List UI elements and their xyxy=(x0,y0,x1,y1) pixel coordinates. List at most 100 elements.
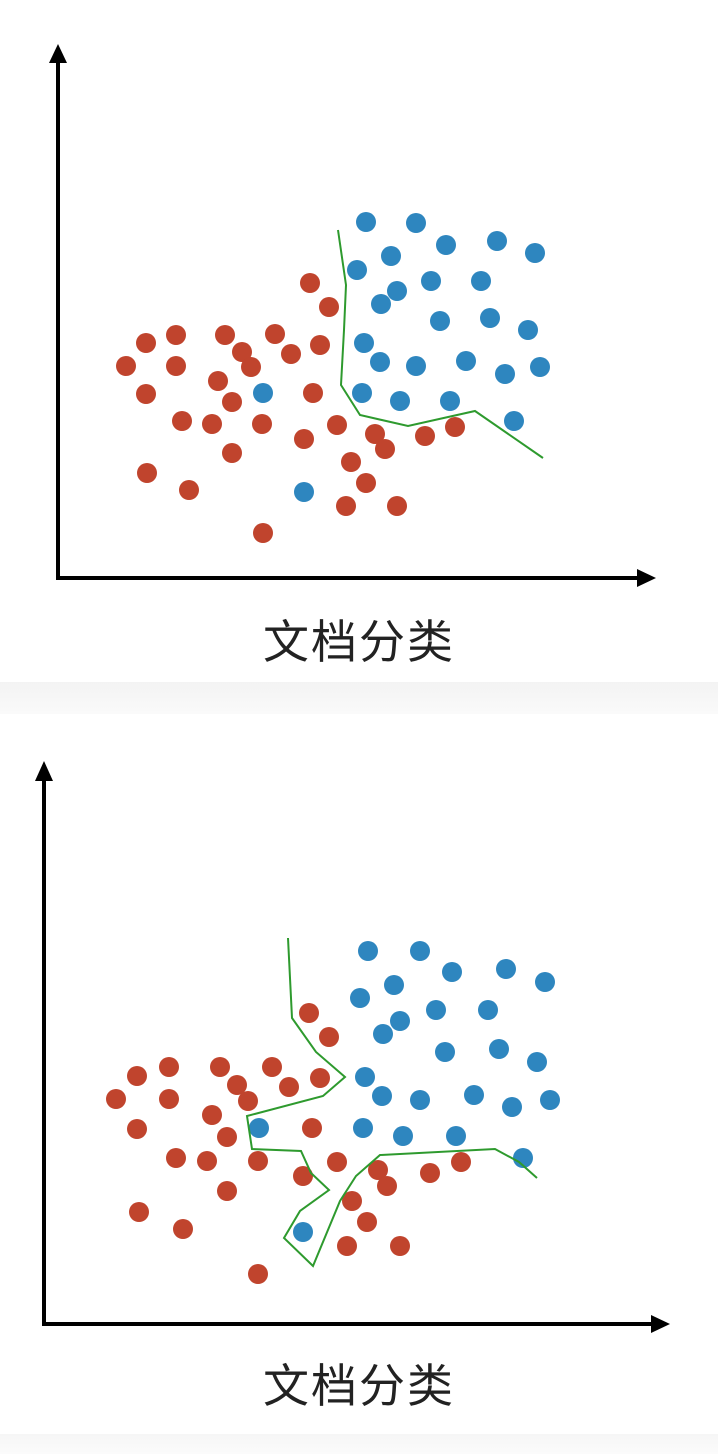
overfit-decision-boundary xyxy=(245,937,538,1268)
red-point xyxy=(300,273,320,293)
red-point xyxy=(415,426,435,446)
red-point xyxy=(336,496,356,516)
red-point xyxy=(136,384,156,404)
red-point xyxy=(319,1027,339,1047)
red-point xyxy=(217,1181,237,1201)
red-point xyxy=(210,1057,230,1077)
blue-point xyxy=(410,941,430,961)
blue-point xyxy=(502,1097,522,1117)
red-point xyxy=(253,523,273,543)
red-point xyxy=(451,1152,471,1172)
blue-point xyxy=(496,959,516,979)
caption: 文档分类 xyxy=(263,1359,455,1413)
blue-point xyxy=(480,308,500,328)
blue-point xyxy=(525,243,545,263)
red-point xyxy=(127,1066,147,1086)
red-point xyxy=(159,1089,179,1109)
red-point xyxy=(281,344,301,364)
blue-point xyxy=(527,1052,547,1072)
red-point xyxy=(293,1166,313,1186)
red-point xyxy=(341,452,361,472)
red-point xyxy=(310,335,330,355)
red-point xyxy=(166,325,186,345)
red-point xyxy=(172,411,192,431)
red-point xyxy=(357,1212,377,1232)
blue-point xyxy=(352,383,372,403)
blue-point xyxy=(406,213,426,233)
red-point xyxy=(179,480,199,500)
scatter-diagram-top xyxy=(49,44,656,587)
blue-point xyxy=(387,281,407,301)
blue-point xyxy=(530,357,550,377)
blue-point xyxy=(372,1086,392,1106)
blue-point xyxy=(353,1118,373,1138)
blue-point xyxy=(253,383,273,403)
y-axis-arrowhead xyxy=(49,44,67,63)
separator-band xyxy=(0,682,718,714)
red-point xyxy=(279,1077,299,1097)
blue-point xyxy=(390,1011,410,1031)
red-point xyxy=(375,439,395,459)
blue-point xyxy=(347,260,367,280)
blue-point xyxy=(358,941,378,961)
red-point xyxy=(368,1160,388,1180)
blue-point xyxy=(384,975,404,995)
red-point xyxy=(238,1091,258,1111)
panel-bottom: 文档分类 xyxy=(0,714,718,1434)
red-point xyxy=(127,1119,147,1139)
red-point xyxy=(365,424,385,444)
red-point xyxy=(202,414,222,434)
x-axis-arrowhead xyxy=(651,1315,670,1333)
red-point xyxy=(390,1236,410,1256)
red-point xyxy=(173,1219,193,1239)
red-point xyxy=(265,324,285,344)
red-point xyxy=(248,1151,268,1171)
blue-point xyxy=(495,364,515,384)
blue-point xyxy=(478,1000,498,1020)
blue-point xyxy=(421,271,441,291)
red-point xyxy=(445,417,465,437)
red-point xyxy=(377,1176,397,1196)
red-point xyxy=(166,1148,186,1168)
red-point xyxy=(232,342,252,362)
red-point xyxy=(356,473,376,493)
red-point xyxy=(208,371,228,391)
blue-point xyxy=(464,1085,484,1105)
blue-point xyxy=(356,212,376,232)
blue-point xyxy=(535,972,555,992)
x-axis-arrowhead xyxy=(637,569,656,587)
red-point xyxy=(294,429,314,449)
blue-point xyxy=(513,1148,533,1168)
red-point xyxy=(248,1264,268,1284)
red-point xyxy=(241,357,261,377)
blue-point xyxy=(371,294,391,314)
blue-point xyxy=(446,1126,466,1146)
blue-point xyxy=(440,391,460,411)
blue-point xyxy=(390,391,410,411)
red-point xyxy=(202,1105,222,1125)
red-point xyxy=(222,392,242,412)
blue-point xyxy=(489,1039,509,1059)
axes xyxy=(49,44,656,587)
decision-boundary xyxy=(337,229,544,459)
red-point xyxy=(302,1118,322,1138)
red-point xyxy=(159,1057,179,1077)
data-points xyxy=(116,212,550,543)
blue-point xyxy=(410,1090,430,1110)
bottom-band xyxy=(0,1434,718,1454)
blue-point xyxy=(406,356,426,376)
blue-point xyxy=(487,231,507,251)
blue-point xyxy=(436,235,456,255)
blue-point xyxy=(426,1000,446,1020)
red-point xyxy=(310,1068,330,1088)
red-point xyxy=(327,1152,347,1172)
red-point xyxy=(116,356,136,376)
axes xyxy=(35,761,670,1333)
y-axis-arrowhead xyxy=(35,761,53,781)
red-point xyxy=(137,463,157,483)
blue-point xyxy=(293,1222,313,1242)
red-point xyxy=(303,383,323,403)
blue-point xyxy=(355,1067,375,1087)
blue-point xyxy=(471,271,491,291)
blue-point xyxy=(294,482,314,502)
